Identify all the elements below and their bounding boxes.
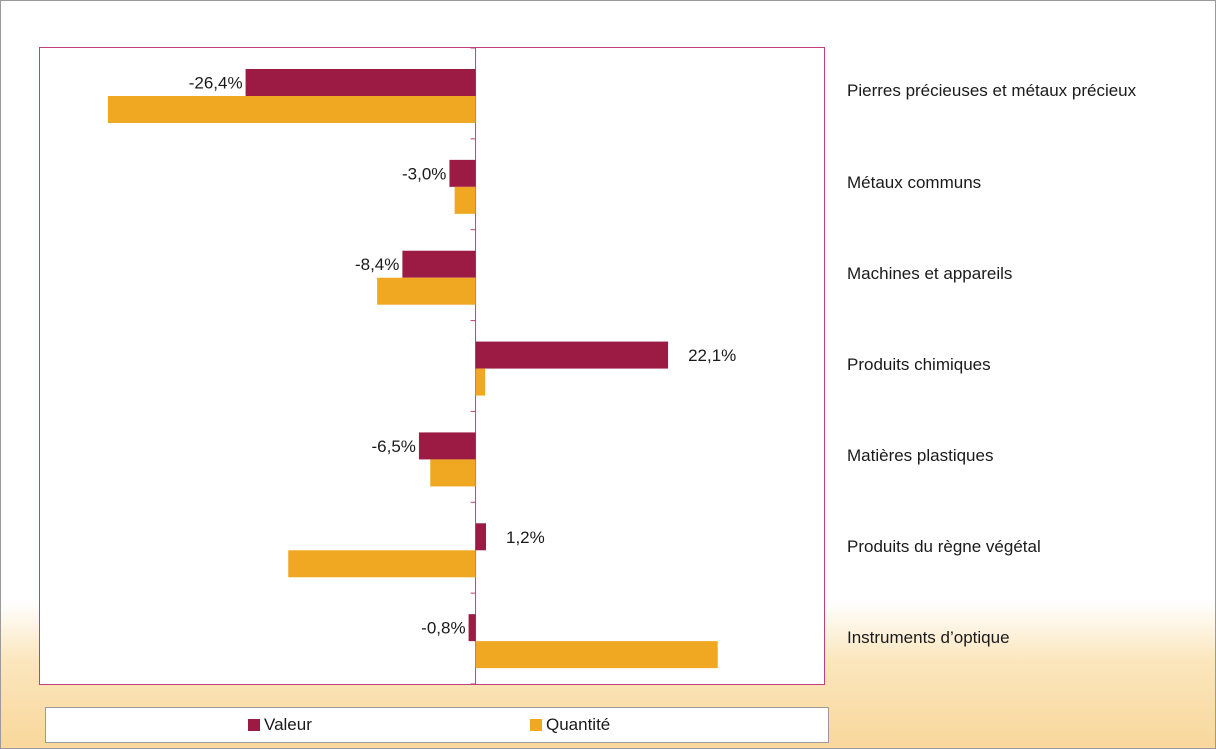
legend-item-quantite: Quantité (530, 708, 610, 742)
bar-chart: -26,4% -3,0% -8,4% 22,1% -6,5% 1,2% -0,8% (107, 48, 736, 684)
legend-label-quantite: Quantité (546, 715, 611, 734)
bar-valeur-6 (468, 614, 476, 642)
bar-valeur-2 (402, 250, 476, 278)
category-label-5: Produits du règne végétal (847, 537, 1041, 556)
data-label-0: -26,4% (189, 74, 243, 93)
category-label-4: Matières plastiques (847, 446, 994, 465)
data-label-3: 22,1% (688, 346, 736, 365)
bar-valeur-1 (449, 159, 476, 187)
legend-swatch-valeur (248, 719, 260, 731)
data-label-6: -0,8% (421, 619, 465, 638)
category-label-1: Métaux communs (847, 173, 982, 192)
bar-valeur-3 (475, 341, 669, 369)
data-label-1: -3,0% (402, 164, 446, 183)
bar-valeur-0 (245, 69, 476, 96)
legend-item-valeur: Valeur (248, 708, 312, 742)
plot-area: -26,4% -3,0% -8,4% 22,1% -6,5% 1,2% -0,8% (39, 47, 825, 685)
data-label-5: 1,2% (506, 528, 545, 547)
category-label-2: Machines et appareils (847, 264, 1013, 283)
category-label-0: Pierres précieuses et métaux précieux (847, 81, 1137, 100)
bar-quantit-6 (475, 641, 718, 669)
bar-quantit-1 (454, 186, 476, 214)
legend-swatch-quantite (530, 719, 542, 731)
bar-quantit-2 (377, 277, 476, 305)
data-label-4: -6,5% (372, 437, 416, 456)
bar-quantit-5 (288, 550, 476, 578)
data-label-2: -8,4% (355, 255, 399, 274)
bar-valeur-5 (475, 523, 487, 551)
bar-valeur-4 (418, 432, 476, 460)
legend-label-valeur: Valeur (264, 715, 312, 734)
category-label-6: Instruments d’optique (847, 628, 1010, 647)
legend: Valeur Quantité (45, 707, 829, 743)
category-label-3: Produits chimiques (847, 355, 991, 374)
bar-quantit-4 (430, 459, 476, 487)
bar-quantit-0 (107, 96, 476, 123)
bar-quantit-3 (475, 368, 486, 396)
